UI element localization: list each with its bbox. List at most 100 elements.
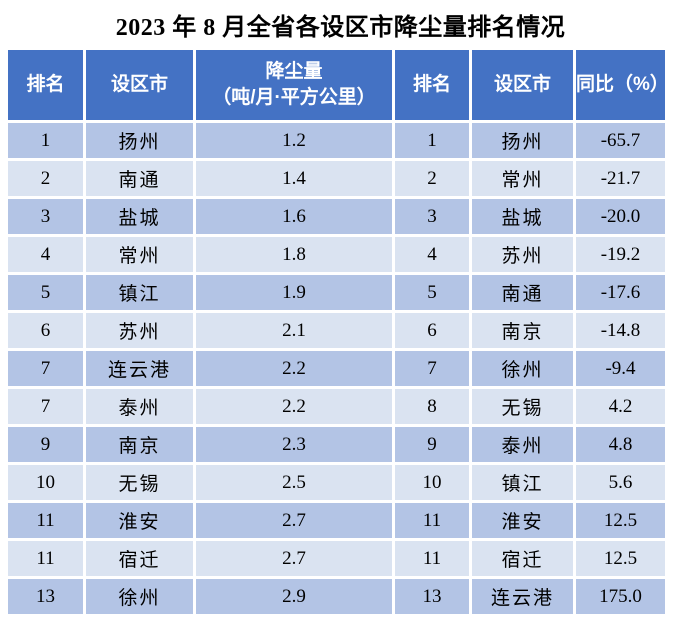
- dustfall-cell: 2.7: [196, 503, 392, 538]
- rank-right-cell: 5: [395, 275, 469, 310]
- dustfall-cell: 2.7: [196, 541, 392, 576]
- header-yoy: 同比（%）: [576, 50, 669, 120]
- rank-right-cell: 4: [395, 237, 469, 272]
- rank-left-cell: 10: [8, 465, 83, 500]
- rank-right-cell: 10: [395, 465, 469, 500]
- table-row: 1 扬州 1.2 1 扬州 -65.7: [8, 123, 665, 158]
- yoy-cell: 12.5: [576, 541, 665, 576]
- city-right-cell: 镇江: [472, 465, 573, 500]
- city-right-cell: 常州: [472, 161, 573, 196]
- yoy-cell: -65.7: [576, 123, 665, 158]
- table-row: 9 南京 2.3 9 泰州 4.8: [8, 427, 665, 462]
- rank-left-cell: 6: [8, 313, 83, 348]
- table-row: 3 盐城 1.6 3 盐城 -20.0: [8, 199, 665, 234]
- table-row: 11 淮安 2.7 11 淮安 12.5: [8, 503, 665, 538]
- table-row: 2 南通 1.4 2 常州 -21.7: [8, 161, 665, 196]
- city-right-cell: 连云港: [472, 579, 573, 614]
- rank-left-cell: 13: [8, 579, 83, 614]
- yoy-cell: -17.6: [576, 275, 665, 310]
- city-right-cell: 盐城: [472, 199, 573, 234]
- header-rank-right: 排名: [395, 50, 469, 120]
- rank-left-cell: 7: [8, 389, 83, 424]
- table-row: 5 镇江 1.9 5 南通 -17.6: [8, 275, 665, 310]
- yoy-cell: 5.6: [576, 465, 665, 500]
- rank-left-cell: 2: [8, 161, 83, 196]
- city-left-cell: 盐城: [86, 199, 193, 234]
- yoy-cell: 4.8: [576, 427, 665, 462]
- table-row: 13 徐州 2.9 13 连云港 175.0: [8, 579, 665, 614]
- table-row: 4 常州 1.8 4 苏州 -19.2: [8, 237, 665, 272]
- rank-left-cell: 11: [8, 503, 83, 538]
- rank-left-cell: 5: [8, 275, 83, 310]
- yoy-cell: -21.7: [576, 161, 665, 196]
- dustfall-cell: 2.9: [196, 579, 392, 614]
- ranking-table: 排名 设区市 降尘量 （吨/月·平方公里） 排名 设区市 同比（%） 1 扬州 …: [5, 47, 669, 617]
- city-left-cell: 扬州: [86, 123, 193, 158]
- table-row: 11 宿迁 2.7 11 宿迁 12.5: [8, 541, 665, 576]
- page-title: 2023 年 8 月全省各设区市降尘量排名情况: [115, 15, 566, 41]
- city-right-cell: 泰州: [472, 427, 573, 462]
- city-right-cell: 无锡: [472, 389, 573, 424]
- dustfall-cell: 2.2: [196, 389, 392, 424]
- city-left-cell: 南通: [86, 161, 193, 196]
- city-left-cell: 宿迁: [86, 541, 193, 576]
- city-left-cell: 无锡: [86, 465, 193, 500]
- city-left-cell: 徐州: [86, 579, 193, 614]
- dustfall-cell: 1.2: [196, 123, 392, 158]
- city-left-cell: 常州: [86, 237, 193, 272]
- yoy-cell: -19.2: [576, 237, 665, 272]
- city-right-cell: 南通: [472, 275, 573, 310]
- rank-right-cell: 2: [395, 161, 469, 196]
- rank-right-cell: 13: [395, 579, 469, 614]
- rank-right-cell: 3: [395, 199, 469, 234]
- rank-left-cell: 11: [8, 541, 83, 576]
- header-rank-left: 排名: [8, 50, 83, 120]
- rank-left-cell: 9: [8, 427, 83, 462]
- city-right-cell: 南京: [472, 313, 573, 348]
- table-body: 1 扬州 1.2 1 扬州 -65.7 2 南通 1.4 2 常州 -21.7 …: [8, 123, 665, 614]
- table-row: 7 泰州 2.2 8 无锡 4.2: [8, 389, 665, 424]
- yoy-cell: 12.5: [576, 503, 665, 538]
- city-left-cell: 南京: [86, 427, 193, 462]
- dustfall-cell: 2.5: [196, 465, 392, 500]
- rank-left-cell: 3: [8, 199, 83, 234]
- header-dustfall-line1: 降尘量: [265, 61, 323, 83]
- rank-left-cell: 1: [8, 123, 83, 158]
- city-left-cell: 镇江: [86, 275, 193, 310]
- header-dustfall: 降尘量 （吨/月·平方公里）: [196, 50, 392, 120]
- city-left-cell: 苏州: [86, 313, 193, 348]
- yoy-cell: -9.4: [576, 351, 665, 386]
- rank-right-cell: 9: [395, 427, 469, 462]
- rank-right-cell: 11: [395, 503, 469, 538]
- table-row: 7 连云港 2.2 7 徐州 -9.4: [8, 351, 665, 386]
- header-row: 排名 设区市 降尘量 （吨/月·平方公里） 排名 设区市 同比（%）: [8, 50, 669, 120]
- yoy-cell: -20.0: [576, 199, 665, 234]
- rank-left-cell: 7: [8, 351, 83, 386]
- rank-right-cell: 7: [395, 351, 469, 386]
- city-right-cell: 徐州: [472, 351, 573, 386]
- table-header: 排名 设区市 降尘量 （吨/月·平方公里） 排名 设区市 同比（%）: [8, 50, 669, 120]
- dustfall-cell: 2.3: [196, 427, 392, 462]
- city-right-cell: 扬州: [472, 123, 573, 158]
- city-right-cell: 宿迁: [472, 541, 573, 576]
- rank-right-cell: 6: [395, 313, 469, 348]
- dustfall-cell: 1.8: [196, 237, 392, 272]
- city-right-cell: 淮安: [472, 503, 573, 538]
- header-city-right: 设区市: [472, 50, 573, 120]
- rank-right-cell: 11: [395, 541, 469, 576]
- city-left-cell: 连云港: [86, 351, 193, 386]
- rank-right-cell: 8: [395, 389, 469, 424]
- city-left-cell: 淮安: [86, 503, 193, 538]
- table-row: 6 苏州 2.1 6 南京 -14.8: [8, 313, 665, 348]
- dustfall-cell: 2.1: [196, 313, 392, 348]
- header-city-left: 设区市: [86, 50, 193, 120]
- rank-left-cell: 4: [8, 237, 83, 272]
- header-dustfall-line2: （吨/月·平方公里）: [212, 87, 376, 108]
- dustfall-cell: 1.4: [196, 161, 392, 196]
- dustfall-cell: 2.2: [196, 351, 392, 386]
- yoy-cell: -14.8: [576, 313, 665, 348]
- dustfall-cell: 1.6: [196, 199, 392, 234]
- yoy-cell: 4.2: [576, 389, 665, 424]
- dustfall-cell: 1.9: [196, 275, 392, 310]
- table-row: 10 无锡 2.5 10 镇江 5.6: [8, 465, 665, 500]
